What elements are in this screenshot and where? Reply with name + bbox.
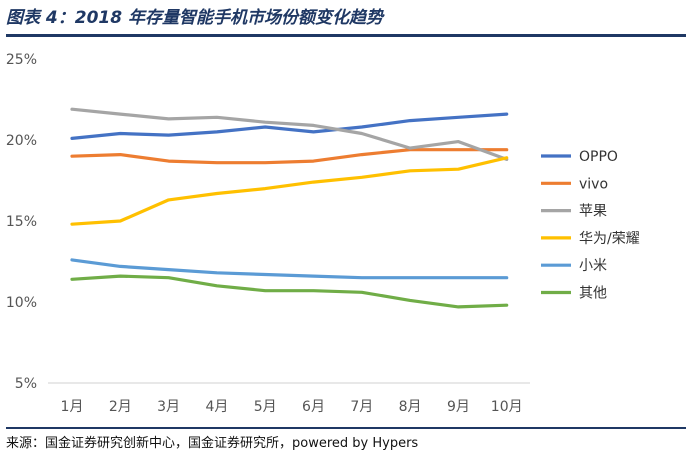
legend-label: 苹果 xyxy=(579,204,607,220)
series-line-2 xyxy=(70,148,509,165)
legend-label: 小米 xyxy=(579,258,607,274)
series-line-4 xyxy=(70,156,509,226)
line-chart: 5% 10% 15% 20% 25% 1月 2月 3月 4月 5月 6月 7月 8月 9月 10月 OPPO… xyxy=(6,52,640,415)
x-tick-label: 7月 xyxy=(350,399,373,415)
x-tick-label: 5月 xyxy=(254,399,277,415)
y-tick-label: 10% xyxy=(6,295,37,311)
series-lines xyxy=(70,107,509,309)
series-line-5 xyxy=(70,258,509,280)
x-tick-label: 2月 xyxy=(109,399,132,415)
x-tick-label: 4月 xyxy=(205,399,228,415)
x-tick-label: 1月 xyxy=(61,399,84,415)
legend-label: OPPO xyxy=(579,149,618,165)
x-tick-label: 8月 xyxy=(399,399,422,415)
x-tick-label: 10月 xyxy=(491,399,523,415)
x-tick-label: 9月 xyxy=(447,399,470,415)
y-tick-label: 20% xyxy=(6,133,37,149)
footer-divider xyxy=(6,427,686,429)
y-tick-label: 25% xyxy=(6,52,37,68)
source-note: 来源：国金证券研究创新中心，国金证券研究所，powered by Hypers xyxy=(6,436,419,451)
y-tick-label: 5% xyxy=(15,376,37,392)
legend-label: 其他 xyxy=(579,286,607,302)
series-line-1 xyxy=(70,112,509,140)
y-tick-label: 15% xyxy=(6,214,37,230)
chart-title: 图表 4：2018 年存量智能手机市场份额变化趋势 xyxy=(6,8,383,28)
legend-label: vivo xyxy=(579,176,608,192)
x-tick-label: 6月 xyxy=(302,399,325,415)
series-line-3 xyxy=(70,107,509,161)
legend-label: 华为/荣耀 xyxy=(579,231,640,247)
chart-axes: 5% 10% 15% 20% 25% 1月 2月 3月 4月 5月 6月 7月 8月 9月 10月 xyxy=(6,52,530,415)
x-tick-label: 3月 xyxy=(157,399,180,415)
title-divider xyxy=(6,34,686,37)
series-line-6 xyxy=(70,274,509,309)
